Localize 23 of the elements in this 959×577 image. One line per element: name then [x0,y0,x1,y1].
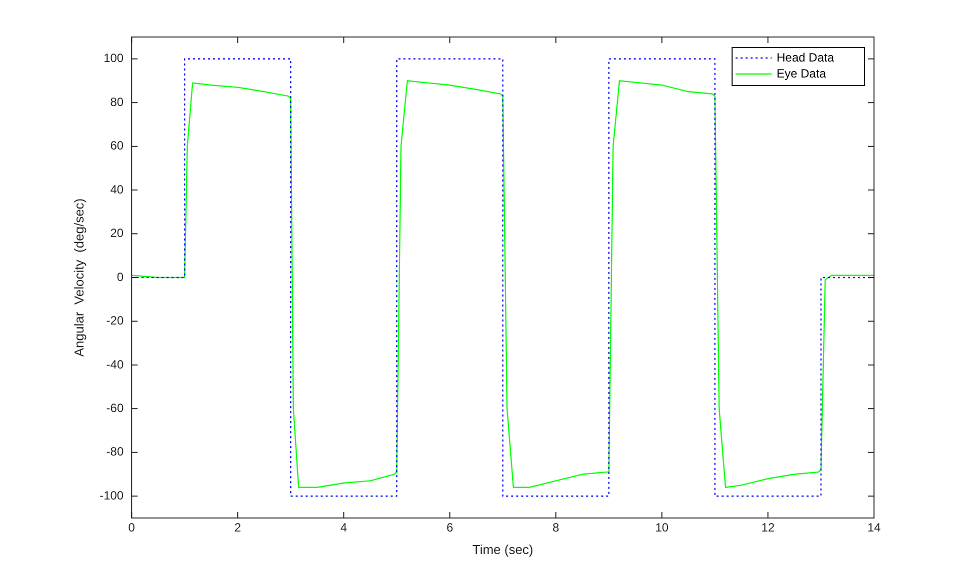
y-tick-label: -100 [100,488,124,502]
x-tick-label: 0 [128,520,136,535]
y-tick-label: -20 [106,314,124,328]
x-tick-label: 10 [655,520,669,535]
y-tick-label: 100 [104,51,124,66]
y-tick-label: -40 [106,357,124,372]
y-tick-label: 60 [110,138,124,153]
x-tick-label: 14 [867,520,881,535]
x-tick-label: 2 [234,520,242,535]
y-tick-label: -80 [106,444,124,459]
legend-label: Head Data [776,50,834,64]
y-tick-label: 0 [116,270,124,284]
x-tick-label: 6 [446,520,454,535]
y-axis-title: Angular Velocity (deg/sec) [71,198,86,357]
legend-label: Eye Data [776,66,826,80]
y-tick-label: 20 [110,226,124,240]
x-axis-title: Time (sec) [472,542,534,557]
x-tick-label: 12 [761,520,775,535]
x-tick-label: 8 [552,520,560,535]
x-tick-label: 4 [340,520,348,535]
y-tick-label: 80 [110,94,124,109]
y-tick-label: 40 [110,182,124,196]
y-tick-label: -60 [106,400,124,415]
